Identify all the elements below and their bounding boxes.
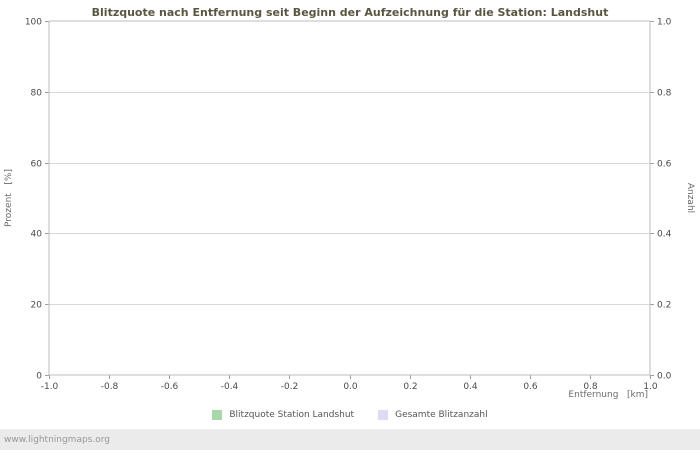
y-right-tick-label: 0.6 [657,160,672,170]
y-left-tick-label: 40 [31,230,43,240]
legend-label-blitzquote: Blitzquote Station Landshut [229,410,355,420]
x-tick-label: -0.8 [101,382,119,392]
y-left-tick-label: 100 [25,18,42,28]
y-right-tick-label: 0.8 [657,89,672,99]
legend-item-gesamte-blitzanzahl: Gesamte Blitzanzahl [378,410,488,420]
y-left-tick-label: 0 [36,372,42,382]
legend-swatch-gesamte-blitzanzahl [378,410,389,420]
y-right-tick-label: 0.0 [657,372,672,382]
x-tick-label: -0.4 [221,382,239,392]
x-tick-label: -1.0 [41,382,59,392]
y-right-tick-label: 0.4 [657,230,672,240]
x-tick-label: 0.4 [463,382,478,392]
x-tick-label: -0.6 [161,382,179,392]
y-right-tick-label: 1.0 [657,18,672,28]
x-tick-label: 1.0 [643,382,658,392]
chart-title: Blitzquote nach Entfernung seit Beginn d… [91,6,609,19]
y-right-tick-label: 0.2 [657,301,671,311]
x-tick-label: 0.6 [523,382,538,392]
x-tick-label: 0.0 [343,382,358,392]
legend-item-blitzquote: Blitzquote Station Landshut [212,410,354,420]
y-axis-label-left: Prozent [%] [4,169,14,227]
y-left-tick-label: 80 [31,89,43,99]
y-left-tick-label: 60 [31,160,43,170]
x-tick-label: 0.8 [583,382,598,392]
legend: Blitzquote Station Landshut Gesamte Blit… [0,410,700,420]
footer-bar: www.lightningmaps.org [0,429,700,450]
legend-swatch-blitzquote [212,410,223,420]
y-left-tick-label: 20 [31,301,43,311]
x-tick-label: -0.2 [281,382,299,392]
x-tick-label: 0.2 [403,382,417,392]
x-axis-label: Entfernung [km] [568,390,648,400]
footer-link[interactable]: www.lightningmaps.org [4,434,110,445]
legend-label-gesamte-blitzanzahl: Gesamte Blitzanzahl [395,410,488,420]
y-axis-label-right: Anzahl [685,182,695,214]
